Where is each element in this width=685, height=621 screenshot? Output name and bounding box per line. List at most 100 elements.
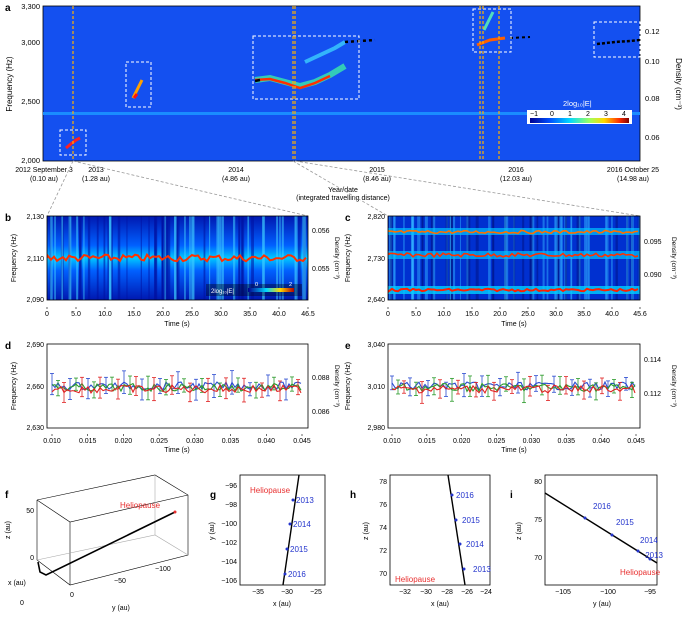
ytick: 3,300 [21,2,40,11]
series-line [51,383,302,394]
heliopause-label: Heliopause [395,575,436,584]
ytick: 80 [534,479,542,486]
trajectory-g [282,474,300,586]
panel-i-label: i [510,490,513,501]
xtick: −25 [310,589,322,596]
panel-b-ylabel: Frequency (Hz) [11,234,18,282]
xtick-sub: (1.28 au) [82,176,110,183]
panel-h-xlabel: x (au) [431,601,449,608]
year-label: 2014 [293,520,311,529]
xtick-sub: (8.46 au) [363,176,391,183]
ytick: 2,640 [367,297,385,304]
panel-b-xlabel: Time (s) [164,321,189,328]
ytick: 3,010 [367,384,385,391]
panel-e: e Frequency (Hz) 3,040 3,010 2,980 0.114… [345,341,677,454]
panel-b-label: b [5,213,11,224]
panel-a-label: a [5,3,11,14]
ytick: 2,660 [26,384,44,391]
xtick: 0.025 [150,438,168,445]
ytick: 74 [379,525,387,532]
xtick: −30 [281,589,293,596]
panel-e-ylabel: Frequency (Hz) [345,362,352,410]
panel-g-ylabel: y (au) [209,522,216,540]
panel-h-label: h [350,490,356,501]
panel-a-spectrogram [43,6,640,161]
xtick: 10.0 [437,311,451,318]
panel-d-y2label: Density (cm⁻³) [333,365,340,407]
xtick: −24 [480,589,492,596]
xtick: 20.0 [156,311,170,318]
xtick: 30.0 [214,311,228,318]
xtick: −30 [420,589,432,596]
cbar-tick: 3 [604,111,608,118]
xtick: 40.0 [605,311,619,318]
year-label: 2014 [466,540,484,549]
ytick: 75 [534,517,542,524]
xtick: −100 [600,589,616,596]
y2tick: 0.090 [644,272,662,279]
panel-d: d Frequency (Hz) 2,690 2,660 2,630 0.088… [5,341,340,454]
xtick: 25.0 [521,311,535,318]
xtick: −105 [555,589,571,596]
xtick-sub: (14.98 au) [617,176,649,183]
xtick: −32 [399,589,411,596]
panel-b-cbar-tick: 2 [289,282,292,288]
ytick: 2,130 [26,214,44,221]
xtick: 0.010 [43,438,61,445]
heliopause-marker [173,510,177,514]
year-label: 2015 [616,518,634,527]
panel-c: c Frequency (Hz) 2,820 2,730 2,640 0.095… [345,213,677,328]
xtick: 15.0 [127,311,141,318]
ytick: −100 [221,521,237,528]
xtick: 0.020 [115,438,133,445]
year-markers-h [450,493,466,571]
ytick: 2,730 [367,256,385,263]
panel-d-ylabel: Frequency (Hz) [11,362,18,410]
y2tick: 0.086 [312,409,330,416]
xtick: −26 [461,589,473,596]
y2tick: 0.06 [645,133,660,142]
series-line [51,380,302,392]
panel-b-trace [47,252,307,263]
ytick: −98 [225,502,237,509]
xtick: 2012 September 3 [15,167,73,174]
panel-g-xlabel: x (au) [273,601,291,608]
panel-i-ylabel: z (au) [516,522,523,540]
panel-b-cbar-title: 2log₁₀|E| [211,289,234,295]
y2tick: 0.095 [644,239,662,246]
ytick: 70 [379,571,387,578]
year-label: 2015 [290,545,308,554]
ytick: −100 [155,566,171,573]
year-label: 2016 [593,502,611,511]
ztick: 0 [30,555,34,562]
panel-d-label: d [5,341,11,352]
xtick: −95 [644,589,656,596]
panel-i: i 2016 2015 2014 2013 Heliopause z (au) … [510,474,664,608]
xtick: 2014 [228,167,244,174]
xtick: 45.6 [633,311,647,318]
xtick: 35.0 [243,311,257,318]
panel-g-label: g [210,490,216,501]
y-axis-label: y (au) [112,605,130,612]
panel-c-label: c [345,213,351,224]
ytick: 3,000 [21,38,40,47]
y2tick: 0.055 [312,266,330,273]
year-label: 2013 [296,496,314,505]
xtick: 0.040 [592,438,610,445]
panel-i-xlabel: y (au) [593,601,611,608]
panel-b-cbar-tick: 0 [255,282,258,288]
y2tick: 0.088 [312,375,330,382]
y2tick: 0.112 [644,391,661,398]
ytick: 2,820 [367,214,385,221]
panel-e-xlabel: Time (s) [501,447,526,454]
ytick: 2,110 [27,256,44,263]
ztick: 50 [26,508,34,515]
ytick: 78 [379,479,387,486]
panel-a-y2label: Density (cm⁻³) [674,58,683,110]
panel-f-label: f [5,490,9,501]
panel-c-trace [388,287,639,294]
heliopause-label: Heliopause [620,568,661,577]
panel-e-series [390,371,636,404]
ytick: −102 [221,540,237,547]
